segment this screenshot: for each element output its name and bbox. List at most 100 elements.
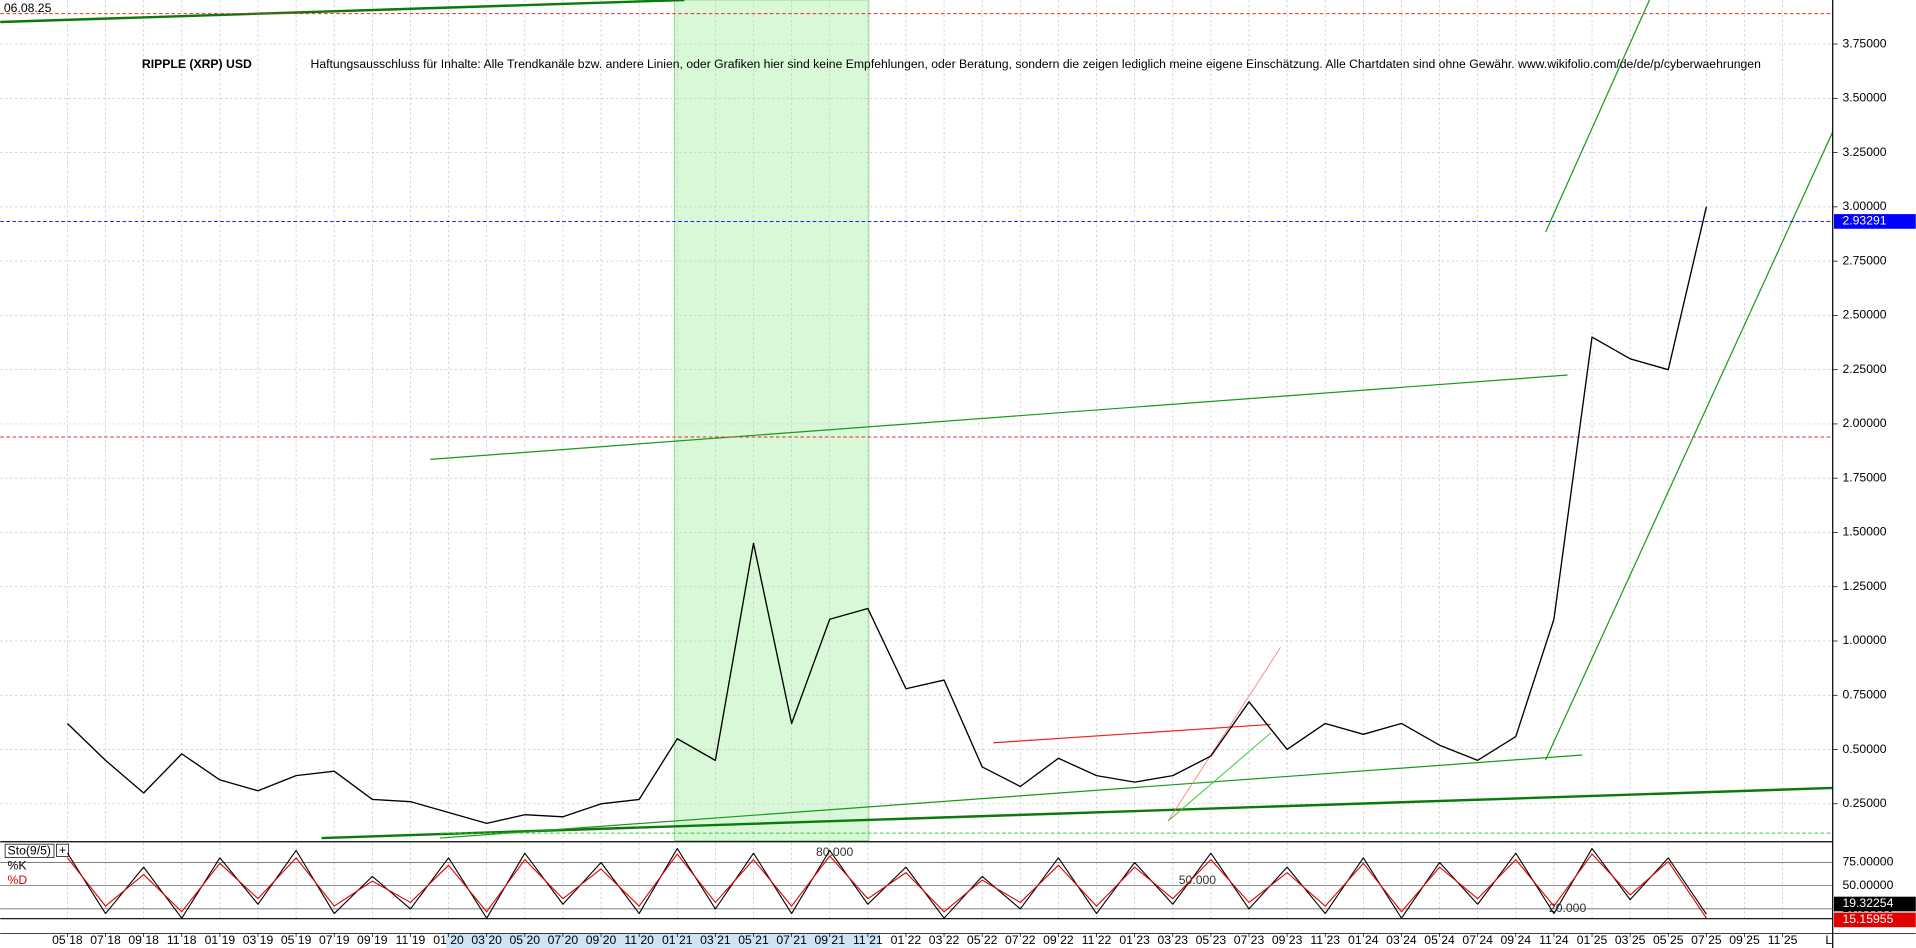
date-box [0, 0, 62, 16]
corner-label: L [1825, 933, 1832, 947]
y-tick-label: 1.50000 [1842, 525, 1886, 539]
y-tick-label: 1.00000 [1842, 633, 1886, 647]
x-tick-label: 07 24 [1462, 933, 1493, 947]
y-tick-label: 0.50000 [1842, 742, 1886, 756]
x-tick-label: 01 23 [1119, 933, 1150, 947]
x-tick-label: 11 24 [1539, 933, 1569, 947]
y-tick-label: 1.75000 [1842, 470, 1886, 484]
trend-line [430, 374, 1568, 460]
x-tick-label: 03 21 [700, 933, 731, 947]
x-tick-label: 09 19 [357, 933, 388, 947]
x-tick-label: 05 21 [738, 933, 769, 947]
indicator-button-icon: + [59, 843, 66, 857]
indicator-button[interactable] [56, 843, 70, 857]
x-tick-label: 01 20 [433, 933, 464, 947]
disclaimer: Haftungsausschluss für Inhalte: Alle Tre… [311, 57, 1761, 71]
x-tick-label: 11 19 [396, 933, 426, 947]
trend-line [1545, 131, 1834, 761]
x-tick-label: 11 25 [1768, 933, 1798, 947]
x-tick-label: 03 20 [471, 933, 502, 947]
x-tick-label: 09 20 [586, 933, 617, 947]
trend-line [1167, 732, 1272, 822]
x-tick-label: 03 19 [243, 933, 274, 947]
last-value-label: 19.32254 [1842, 896, 1893, 910]
x-tick-label: 11 21 [853, 933, 883, 947]
x-tick-label: 05 20 [510, 933, 541, 947]
trend-line [439, 754, 1583, 839]
trend-line [0, 0, 685, 24]
indicator-title: Sto(9/5) [8, 844, 51, 858]
y-tick-label: 0.25000 [1842, 796, 1886, 810]
x-tick-label: 01 24 [1348, 933, 1379, 947]
x-tick-label: 01 21 [662, 933, 693, 947]
x-tick-label: 05 22 [967, 933, 998, 947]
date-label: 06.08.25 [4, 1, 52, 15]
y-tick-label: 3.75000 [1842, 36, 1886, 50]
price-line [66, 206, 1708, 825]
trend-line [1545, 0, 1651, 233]
indicator-box [4, 843, 55, 858]
x-tick-label: 09 23 [1272, 933, 1303, 947]
x-tick-label: 11 18 [167, 933, 197, 947]
last-value-box [1833, 896, 1916, 912]
x-tick-label: 03 24 [1386, 933, 1417, 947]
level-label: 80.000 [816, 845, 854, 859]
x-tick-label: 07 22 [1005, 933, 1036, 947]
y-tick-label: 2.00000 [1842, 416, 1886, 430]
last-value-box [1833, 912, 1916, 928]
y-tick-label: 2.75000 [1842, 253, 1886, 267]
y-tick-label: 3.50000 [1842, 91, 1886, 105]
y-tick-label: 1.25000 [1842, 579, 1886, 593]
x-tick-label: 11 20 [624, 933, 654, 947]
y-tick-label: 2.50000 [1842, 308, 1886, 322]
x-tick-label: 09 24 [1501, 933, 1532, 947]
trend-line [321, 786, 1833, 840]
x-tick-label: 07 25 [1691, 933, 1722, 947]
x-tick-label: 05 23 [1196, 933, 1227, 947]
x-tick-label: 01 22 [891, 933, 922, 947]
legend-entry: %K [8, 858, 27, 872]
x-tick-label: 07 18 [90, 933, 121, 947]
current-price-box [1833, 214, 1916, 229]
y-tick-label: 3.00000 [1842, 199, 1886, 213]
chart-title: RIPPLE (XRP) USD [142, 57, 252, 71]
x-tick-label: 05 18 [52, 933, 83, 947]
x-tick-label: 07 21 [776, 933, 807, 947]
x-tick-label: 07 19 [319, 933, 350, 947]
x-tick-label: 03 22 [929, 933, 960, 947]
x-tick-label: 07 23 [1234, 933, 1265, 947]
highlight-zone [674, 0, 870, 841]
current-price-label: 2.93291 [1842, 214, 1886, 228]
x-tick-label: 11 23 [1310, 933, 1340, 947]
y-tick-label: 0.75000 [1842, 687, 1886, 701]
y-tick-label: 50.00000 [1842, 878, 1893, 892]
x-tick-label: 03 23 [1157, 933, 1188, 947]
last-value-label: 15.15955 [1842, 912, 1893, 926]
trend-line [1167, 647, 1281, 822]
x-tick-label: 09 25 [1729, 933, 1760, 947]
x-tick-label: 07 20 [548, 933, 579, 947]
x-tick-label: 11 22 [1082, 933, 1112, 947]
axis-highlight [446, 933, 880, 948]
legend-entry: %D [8, 873, 28, 887]
x-tick-label: 09 21 [814, 933, 845, 947]
y-tick-label: 3.25000 [1842, 145, 1886, 159]
x-tick-label: 03 25 [1615, 933, 1646, 947]
x-tick-label: 05 19 [281, 933, 312, 947]
series-line [66, 853, 1707, 919]
trend-line [993, 723, 1271, 744]
x-tick-label: 05 25 [1653, 933, 1684, 947]
x-tick-label: 09 18 [128, 933, 159, 947]
level-label: 20.000 [1549, 901, 1587, 915]
y-tick-label: 75.00000 [1842, 855, 1893, 869]
trend-lines [0, 0, 1834, 840]
x-tick-label: 05 24 [1424, 933, 1455, 947]
level-label: 50.000 [1179, 873, 1217, 887]
x-tick-label: 01 25 [1577, 933, 1608, 947]
y-tick-label: 2.25000 [1842, 362, 1886, 376]
x-tick-label: 01 19 [205, 933, 236, 947]
x-tick-label: 09 22 [1043, 933, 1074, 947]
